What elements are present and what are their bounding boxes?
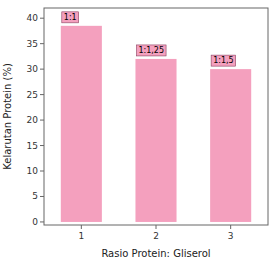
chart-svg: 0 5 10 15 20 25 30 35 40 1 2 3 1:1 1:1,25 1:1,5 Rasio P… bbox=[0, 0, 276, 263]
y-tick bbox=[40, 221, 44, 222]
bars bbox=[61, 26, 251, 222]
y-tick-label: 15 bbox=[27, 141, 38, 151]
annotations: 1:1 1:1,25 1:1,5 bbox=[62, 12, 236, 66]
plot-frame bbox=[44, 8, 268, 225]
annotation-box bbox=[62, 12, 79, 23]
y-tick-label: 35 bbox=[27, 39, 38, 49]
annotation-box bbox=[211, 55, 236, 66]
annotation: 1:1 bbox=[64, 13, 77, 22]
x-tick bbox=[156, 225, 157, 229]
x-tick bbox=[230, 225, 231, 229]
y-tick-label: 40 bbox=[27, 13, 39, 23]
x-tick bbox=[81, 225, 82, 229]
x-tick-label: 2 bbox=[153, 231, 159, 241]
x-axis: 1 2 3 bbox=[78, 225, 233, 241]
y-tick bbox=[40, 145, 44, 146]
x-tick-label: 3 bbox=[228, 231, 234, 241]
y-tick-label: 0 bbox=[32, 217, 38, 227]
y-tick bbox=[40, 69, 44, 70]
bar bbox=[61, 26, 102, 222]
y-tick bbox=[40, 94, 44, 95]
y-tick-label: 10 bbox=[27, 166, 39, 176]
x-axis-label: Rasio Protein: Gliserol bbox=[101, 248, 210, 259]
y-tick bbox=[40, 196, 44, 197]
y-tick bbox=[40, 120, 44, 121]
bar bbox=[210, 69, 251, 222]
y-tick-label: 30 bbox=[27, 64, 39, 74]
y-tick-label: 25 bbox=[27, 90, 38, 100]
y-tick bbox=[40, 18, 44, 19]
bar bbox=[135, 59, 176, 222]
y-tick-label: 5 bbox=[32, 191, 38, 201]
y-tick-label: 20 bbox=[27, 115, 39, 125]
annotation: 1:1,25 bbox=[138, 46, 164, 55]
y-axis: 0 5 10 15 20 25 30 35 40 bbox=[27, 13, 44, 227]
y-tick bbox=[40, 43, 44, 44]
y-tick bbox=[40, 171, 44, 172]
annotation-box bbox=[136, 45, 166, 56]
annotation: 1:1,5 bbox=[213, 56, 234, 65]
chart-container: 0 5 10 15 20 25 30 35 40 1 2 3 1:1 1:1,25 1:1,5 Rasio P… bbox=[0, 0, 276, 263]
x-tick-label: 1 bbox=[78, 231, 84, 241]
y-axis-label: Kelarutan Protein (%) bbox=[2, 63, 13, 170]
